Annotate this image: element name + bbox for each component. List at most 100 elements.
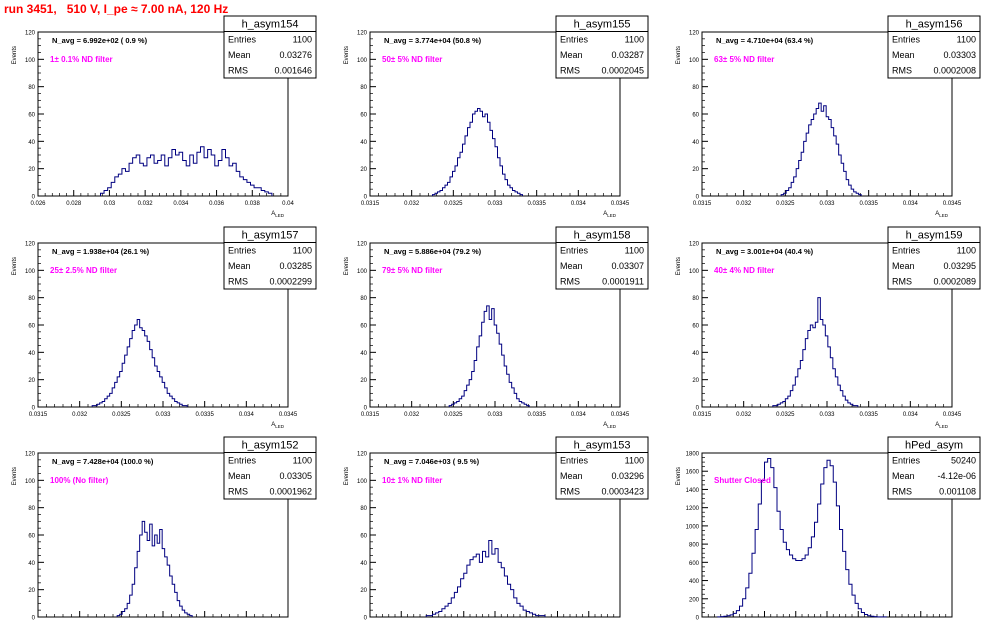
y-axis-title: Events xyxy=(344,257,350,275)
y-axis-title: Events xyxy=(344,467,350,485)
stat-value: 0.0002008 xyxy=(933,66,976,76)
stat-value: 0.03285 xyxy=(279,261,312,271)
stat-value: 1100 xyxy=(625,35,644,45)
navg-label: N_avg = 3.001e+04 (40.4 %) xyxy=(716,247,814,256)
y-tick-label: 0 xyxy=(364,616,368,622)
y-tick-label: 0 xyxy=(696,616,700,622)
stat-value: 0.001646 xyxy=(274,66,312,76)
stats-box: h_asym158 Entries 1100 Mean 0.03307 RMS 0.0001… xyxy=(555,226,649,290)
histogram-panel-hPed_asym: 020040060080010001200140016001800-0.004-… xyxy=(676,436,981,622)
histogram-panel-h_asym159: 0 20 40 60 80 100 120 0.0315 0.032 0.0325 0.033 0.0… xyxy=(676,226,981,429)
histogram-line xyxy=(100,146,273,196)
y-axis-title: Events xyxy=(676,257,682,275)
x-tick-label: 0.034 xyxy=(903,412,919,418)
histogram-title: h_asym154 xyxy=(242,19,299,31)
navg-label: N_avg = 1.938e+04 (26.1 %) xyxy=(52,247,150,256)
stat-name: Entries xyxy=(560,246,589,256)
stat-name: RMS xyxy=(892,66,912,76)
x-tick-label: 0.0315 xyxy=(693,201,712,207)
x-tick-label: 0.038 xyxy=(245,201,261,207)
x-tick-label: 0.032 xyxy=(404,201,420,207)
stats-box-frame xyxy=(555,436,649,500)
x-tick-label: 0.03 xyxy=(104,201,116,207)
y-tick-label: 60 xyxy=(360,324,367,330)
x-tick-label: 0.0325 xyxy=(776,412,795,418)
y-tick-label: 0 xyxy=(364,406,368,412)
stat-name: Entries xyxy=(892,246,921,256)
stat-value: 1100 xyxy=(957,35,976,45)
y-tick-label: 80 xyxy=(360,506,367,512)
stat-name: RMS xyxy=(228,487,248,497)
histogram-panel-h_asym155: 0 20 40 60 80 100 120 0.0315 0.032 0.0325 0.033 0.0… xyxy=(344,15,649,218)
y-tick-label: 20 xyxy=(28,588,35,594)
x-tick-label: 0.0315 xyxy=(29,412,48,418)
y-tick-label: 60 xyxy=(360,113,367,119)
stat-name: Entries xyxy=(560,35,589,45)
stat-value: 0.0002045 xyxy=(601,66,644,76)
x-tick-label: 0.036 xyxy=(209,201,225,207)
stat-name: Entries xyxy=(228,246,257,256)
y-tick-label: 80 xyxy=(692,85,699,91)
stat-name: Mean xyxy=(560,50,583,60)
y-tick-label: 120 xyxy=(25,452,36,458)
x-axis-title: ALED xyxy=(603,422,617,429)
x-tick-label: 0.034 xyxy=(239,412,255,418)
x-tick-label: 0.033 xyxy=(487,412,503,418)
stat-value: 50240 xyxy=(951,456,976,466)
stat-name: Entries xyxy=(228,456,257,466)
stat-value: 0.0001911 xyxy=(602,277,644,287)
y-tick-label: 20 xyxy=(692,378,699,384)
x-tick-label: 0.034 xyxy=(173,201,189,207)
x-tick-label: 0.0315 xyxy=(361,412,380,418)
histogram-line xyxy=(91,319,188,407)
stat-name: Mean xyxy=(892,50,915,60)
stats-box: h_asym159 Entries 1100 Mean 0.03295 RMS 0.0002… xyxy=(887,226,981,290)
stat-value: 1100 xyxy=(293,35,312,45)
stats-box-frame xyxy=(223,226,317,290)
stat-name: RMS xyxy=(228,66,248,76)
y-tick-label: 400 xyxy=(689,579,700,585)
y-tick-label: 100 xyxy=(689,269,700,275)
stat-value: -4.12e-06 xyxy=(937,471,976,481)
stat-value: 0.0002299 xyxy=(269,277,312,287)
y-tick-label: 0 xyxy=(696,406,700,412)
histogram-panel-h_asym156: 0 20 40 60 80 100 120 0.0315 0.032 0.0325 0.033 0.0… xyxy=(676,15,981,218)
x-tick-label: 0.0345 xyxy=(943,412,962,418)
y-tick-label: 100 xyxy=(357,269,368,275)
histogram-line xyxy=(717,457,887,618)
y-axis-title: Events xyxy=(676,46,682,64)
filter-note: 100% (No filter) xyxy=(50,476,109,485)
y-tick-label: 120 xyxy=(25,31,36,37)
stats-box-frame xyxy=(223,436,317,500)
stat-value: 1100 xyxy=(625,456,644,466)
histogram-line xyxy=(772,297,859,407)
stat-name: Mean xyxy=(892,261,915,271)
filter-note: 10± 1% ND filter xyxy=(382,476,442,485)
y-tick-label: 20 xyxy=(360,167,367,173)
histogram-panel-h_asym152: 0204060801001200.03150.0320.03250.0330.0… xyxy=(12,436,317,622)
stat-value: 1100 xyxy=(625,246,644,256)
y-axis-title: Events xyxy=(12,467,18,485)
navg-label: N_avg = 7.046e+03 ( 9.5 %) xyxy=(384,457,480,466)
x-tick-label: 0.0335 xyxy=(527,412,546,418)
x-tick-label: 0.0345 xyxy=(611,412,630,418)
x-tick-label: 0.034 xyxy=(903,201,919,207)
x-tick-label: 0.034 xyxy=(571,412,587,418)
stats-box-frame xyxy=(887,15,981,79)
y-tick-label: 60 xyxy=(360,534,367,540)
y-axis-title: Events xyxy=(12,257,18,275)
y-tick-label: 1800 xyxy=(686,452,700,458)
y-tick-label: 120 xyxy=(689,242,700,248)
stat-name: Mean xyxy=(228,471,251,481)
histogram-title: h_asym157 xyxy=(242,230,299,242)
histogram-title: h_asym159 xyxy=(906,230,963,242)
x-tick-label: 0.0335 xyxy=(195,412,214,418)
histogram-line xyxy=(116,520,193,617)
x-tick-label: 0.033 xyxy=(155,412,171,418)
filter-note: 50± 5% ND filter xyxy=(382,55,442,64)
navg-label: N_avg = 3.774e+04 (50.8 %) xyxy=(384,36,482,45)
filter-note: 40± 4% ND filter xyxy=(714,266,774,275)
y-tick-label: 20 xyxy=(360,588,367,594)
x-tick-label: 0.026 xyxy=(30,201,46,207)
y-tick-label: 40 xyxy=(360,351,367,357)
